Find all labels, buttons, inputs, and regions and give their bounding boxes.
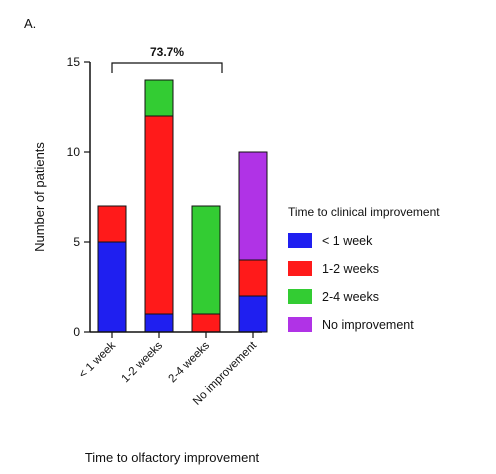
legend-swatch-no-improvement <box>288 317 312 332</box>
legend-label-no-improvement: No improvement <box>322 318 414 332</box>
percentage-bracket: 73.7% <box>111 45 223 73</box>
y-tick-label: 5 <box>73 235 80 249</box>
x-tick-label: 1-2 weeks <box>120 339 166 385</box>
bar-segment-1-2-weeks-1-week <box>144 313 174 333</box>
legend-label-2-4-weeks: 2-4 weeks <box>322 290 379 304</box>
x-tick-label: < 1 week <box>77 339 118 380</box>
y-ticks-group: 0 5 10 15 <box>67 55 90 339</box>
x-tick-label: 2-4 weeks <box>167 339 213 385</box>
bracket-label: 73.7% <box>150 45 184 59</box>
legend-swatch-1-2-weeks <box>288 261 312 276</box>
legend-title: Time to clinical improvement <box>288 205 440 219</box>
bar-segment-1-2-weeks-1-2-weeks <box>144 115 174 315</box>
bar-segment-no-improvement-1-2-weeks <box>238 259 268 297</box>
legend: Time to clinical improvement < 1 week 1-2… <box>288 205 440 332</box>
y-axis-label: Number of patients <box>32 142 47 252</box>
y-tick-label: 10 <box>67 145 81 159</box>
bar-segment-1-week-1-2-weeks <box>97 205 127 243</box>
y-tick-label: 0 <box>73 325 80 339</box>
bars-group <box>97 79 268 333</box>
x-axis-label: Time to olfactory improvement <box>85 450 260 465</box>
y-tick-label: 15 <box>67 55 81 69</box>
legend-label-1-2-weeks: 1-2 weeks <box>322 262 379 276</box>
bar-segment-no-improvement-no-improvement <box>238 151 268 261</box>
legend-label-1-week: < 1 week <box>322 234 373 248</box>
bar-segment-2-4-weeks-1-2-weeks <box>191 313 221 333</box>
legend-swatch-2-4-weeks <box>288 289 312 304</box>
bar-segment-no-improvement-1-week <box>238 295 268 333</box>
bar-segment-2-4-weeks-2-4-weeks <box>191 205 221 315</box>
bracket-line <box>111 62 223 73</box>
panel-label: A. <box>24 16 36 31</box>
bar-segment-1-2-weeks-2-4-weeks <box>144 79 174 117</box>
bar-segment-1-week-1-week <box>97 241 127 333</box>
legend-swatch-1-week <box>288 233 312 248</box>
